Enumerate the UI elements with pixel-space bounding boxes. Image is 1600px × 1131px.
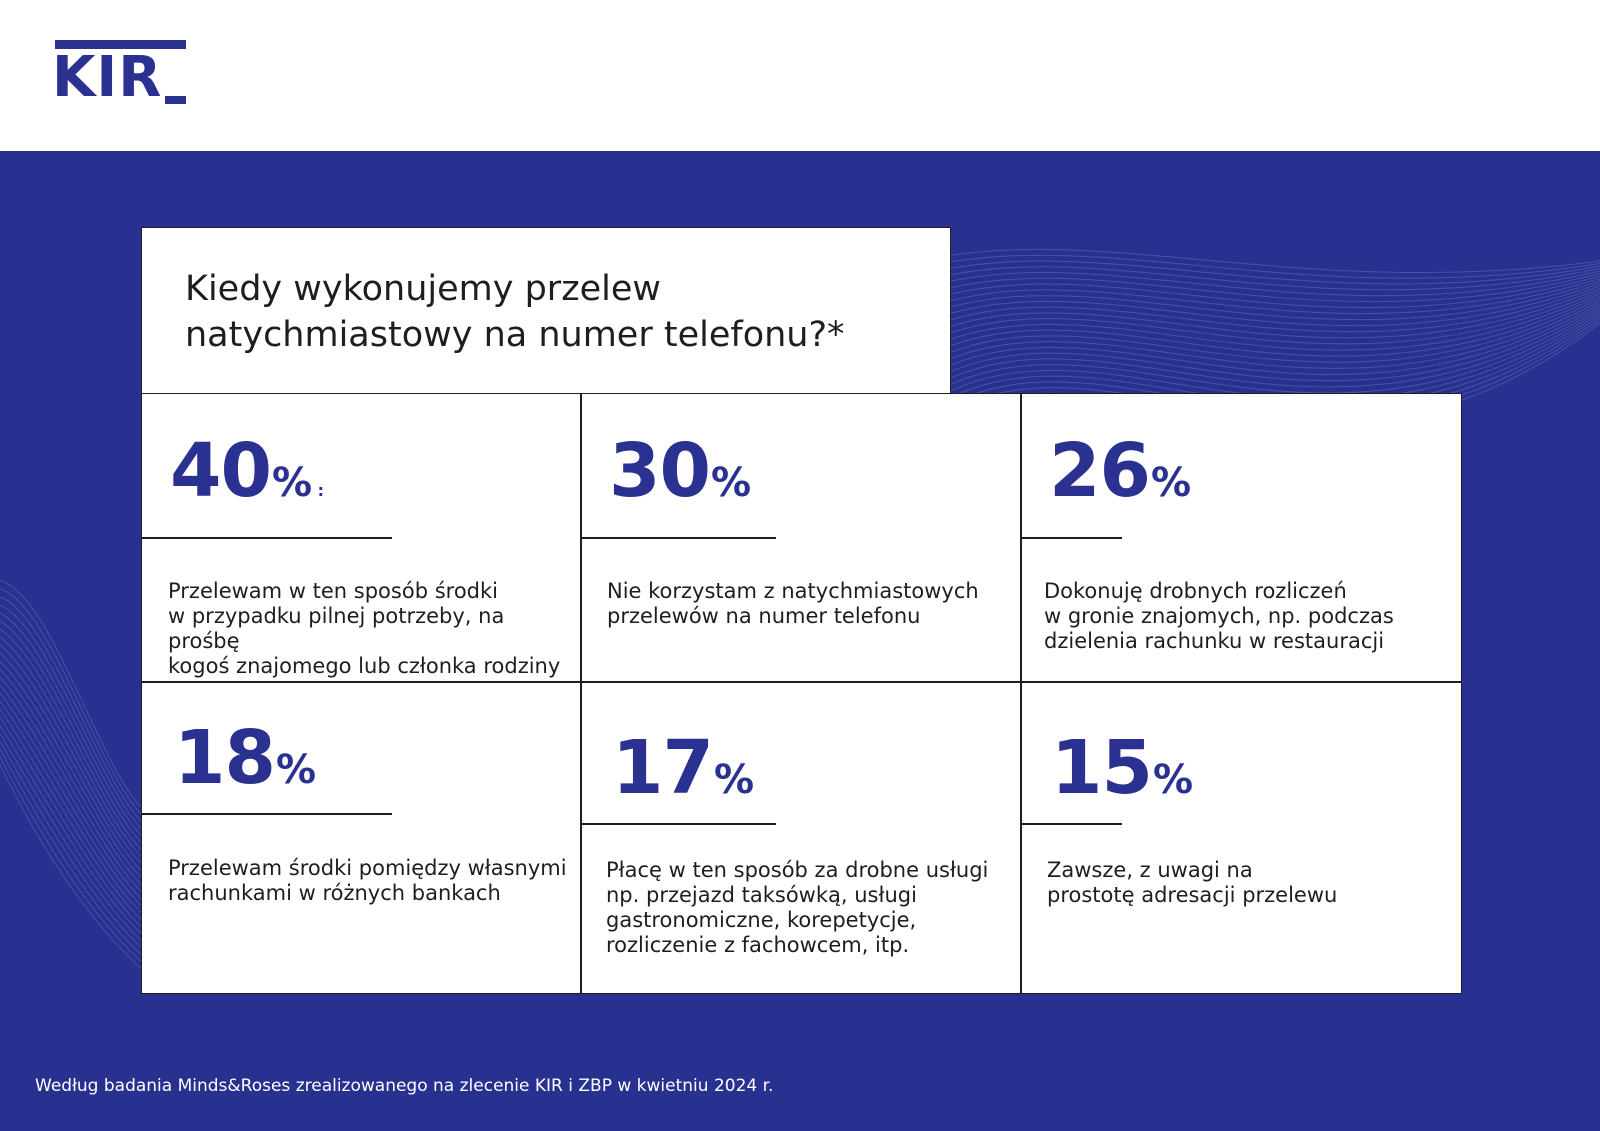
wave-line: [0, 612, 146, 840]
page-title: Kiedy wykonujemy przelew natychmiastowy …: [185, 269, 845, 355]
wave-line: [919, 285, 1600, 333]
wave-line: [0, 756, 146, 966]
wave-line: [919, 313, 1600, 409]
wave-line: [919, 298, 1600, 367]
wave-line: [919, 266, 1600, 291]
grid-divider-vertical: [580, 394, 582, 993]
wave-line: [0, 620, 146, 847]
wave-line: [0, 708, 146, 924]
stat-card: 30% Nie korzystam z natychmiastowych prz…: [582, 394, 1020, 681]
title-box: Kiedy wykonujemy przelew natychmiastowy …: [141, 227, 951, 393]
logo-underscore: [165, 96, 186, 104]
wave-line: [0, 628, 146, 854]
wave-line: [919, 293, 1600, 353]
stat-percent: 18%: [174, 721, 316, 795]
wave-line: [0, 724, 146, 938]
percent-sign: %: [275, 747, 317, 793]
wave-line: [0, 580, 146, 812]
wave-line: [919, 270, 1600, 297]
stat-percent: 30%: [609, 434, 751, 508]
logo-top-bar: [55, 40, 186, 49]
stat-value: 40: [170, 428, 272, 514]
wave-line: [919, 288, 1600, 339]
stat-card: 40% : Przelewam w ten sposób środki w pr…: [142, 394, 580, 681]
wave-line: [919, 295, 1600, 360]
wave-line: [0, 748, 146, 959]
stat-value: 26: [1049, 428, 1151, 514]
stat-card: 17% Płacę w ten sposób za drobne usługi …: [582, 683, 1020, 993]
stat-percent: 17%: [612, 731, 754, 805]
decorative-waves: [0, 248, 1600, 973]
wave-line: [0, 588, 146, 819]
stat-divider: [1022, 823, 1122, 825]
stat-divider: [142, 537, 392, 539]
wave-line: [0, 692, 146, 910]
wave-line: [0, 764, 146, 973]
header: KIR: [0, 0, 1600, 151]
wave-line: [0, 732, 146, 945]
wave-line: [0, 716, 146, 931]
wave-line: [919, 248, 1600, 274]
stat-percent: 26%: [1049, 434, 1191, 508]
wave-line: [919, 290, 1600, 346]
stat-percent: 15%: [1051, 731, 1193, 805]
wave-line: [0, 740, 146, 952]
percent-sign: %: [710, 460, 752, 506]
wave-line: [919, 283, 1600, 327]
stat-card: 15% Zawsze, z uwagi na prostotę adresacj…: [1022, 683, 1460, 993]
stat-card: 18% Przelewam środki pomiędzy własnymi r…: [142, 683, 580, 993]
wave-line: [0, 684, 146, 903]
wave-line: [919, 278, 1600, 315]
wave-line: [0, 636, 146, 861]
wave-line: [919, 300, 1600, 374]
stat-description: Nie korzystam z natychmiastowych przelew…: [607, 579, 979, 628]
stat-description: Przelewam w ten sposób środki w przypadk…: [168, 579, 561, 678]
grid-divider-horizontal: [142, 681, 1461, 683]
stat-divider: [582, 537, 776, 539]
stat-card: 26% Dokonuję drobnych rozliczeń w gronie…: [1022, 394, 1460, 681]
kir-logo: KIR: [52, 40, 187, 110]
stat-divider: [142, 813, 392, 815]
wave-line: [919, 273, 1600, 303]
wave-line: [0, 676, 146, 896]
wave-line: [0, 652, 146, 875]
stat-value: 30: [609, 428, 711, 514]
stat-value: 17: [612, 725, 714, 811]
wave-line: [0, 596, 146, 826]
stat-divider: [1022, 537, 1122, 539]
stat-description: Przelewam środki pomiędzy własnymi rachu…: [168, 856, 567, 905]
stat-value: 15: [1051, 725, 1153, 811]
wave-line: [919, 275, 1600, 309]
percent-sign: %: [1150, 460, 1192, 506]
logo-text: KIR: [52, 45, 163, 110]
percent-sign: %: [271, 460, 313, 506]
stat-description: Zawsze, z uwagi na prostotę adresacji pr…: [1047, 858, 1338, 907]
wave-line: [0, 604, 146, 833]
wave-line: [919, 310, 1600, 402]
wave-line: [919, 303, 1600, 381]
wave-line: [0, 660, 146, 882]
wave-line: [919, 308, 1600, 395]
wave-line: [919, 254, 1600, 279]
stat-description: Dokonuję drobnych rozliczeń w gronie zna…: [1044, 579, 1394, 653]
wave-line: [0, 668, 146, 889]
stats-grid: 40% : Przelewam w ten sposób środki w pr…: [141, 393, 1462, 994]
stat-description: Płacę w ten sposób za drobne usługi np. …: [606, 858, 989, 957]
grid-divider-vertical: [1020, 394, 1022, 993]
wave-line: [919, 260, 1600, 285]
wave-line: [0, 700, 146, 917]
percent-sign: %: [713, 757, 755, 803]
stat-percent: 40% :: [170, 428, 325, 514]
wave-line: [0, 644, 146, 868]
wave-line: [919, 305, 1600, 388]
stat-divider: [582, 823, 776, 825]
stat-value: 18: [174, 715, 276, 801]
wave-line: [919, 280, 1600, 321]
percent-sign: %: [1152, 757, 1194, 803]
source-footnote: Według badania Minds&Roses zrealizowaneg…: [35, 1076, 774, 1096]
